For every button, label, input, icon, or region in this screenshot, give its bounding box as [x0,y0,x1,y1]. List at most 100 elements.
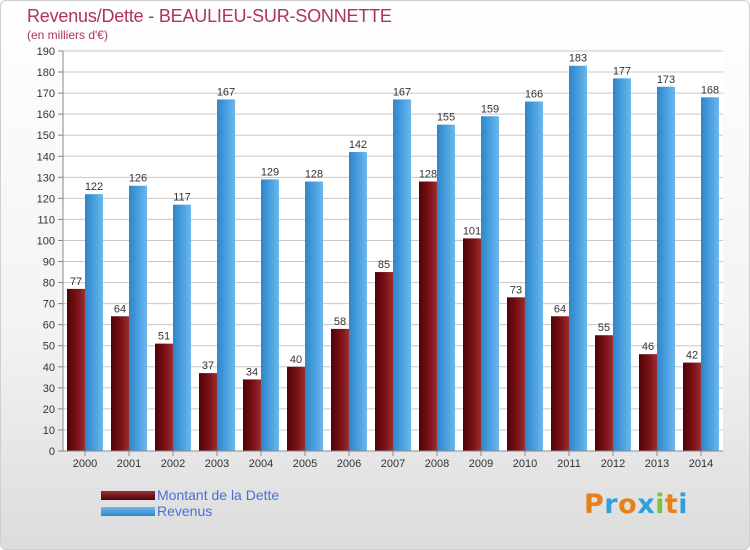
bar-debt-2002 [155,343,173,451]
y-tick-label: 90 [43,257,55,269]
x-tick-label: 2006 [337,458,361,470]
logo-letter: i [655,489,665,520]
value-label-revenue-2005: 128 [305,169,323,181]
bar-revenue-2000 [85,194,103,451]
chart-title: Revenus/Dette - BEAULIEU-SUR-SONNETTE [27,6,392,26]
x-tick-label: 2008 [425,458,449,470]
value-label-debt-2008: 128 [419,169,437,181]
y-tick-label: 0 [49,446,55,458]
value-label-revenue-2000: 122 [85,181,103,193]
value-label-revenue-2009: 159 [481,103,499,115]
value-label-debt-2005: 40 [290,354,302,366]
proxiti-logo: Proxiti [584,489,688,520]
bar-revenue-2007 [393,99,411,451]
bar-revenue-2006 [349,152,367,452]
x-tick-label: 2001 [117,458,141,470]
y-tick-label: 60 [43,320,55,332]
value-label-debt-2011: 64 [554,303,566,315]
bar-revenue-2011 [569,65,587,451]
logo-letter: o [618,489,638,520]
y-tick-label: 150 [37,130,55,142]
legend-item-revenue: Revenus [101,503,279,519]
legend-label-revenue: Revenus [157,503,213,519]
y-tick-label: 80 [43,278,55,290]
bar-revenue-2002 [173,204,191,451]
bar-debt-2008 [419,181,437,452]
x-tick-label: 2002 [161,458,185,470]
value-label-revenue-2008: 155 [437,112,455,124]
legend-swatch-debt [101,490,155,500]
legend-label-debt: Montant de la Dette [157,487,280,503]
y-tick-label: 100 [37,235,55,247]
x-tick-label: 2014 [689,458,713,470]
legend: Montant de la Dette Revenus [101,487,279,519]
bar-debt-2004 [243,379,261,451]
bar-debt-2005 [287,366,305,451]
y-tick-label: 110 [37,214,55,226]
bar-debt-2000 [67,288,85,451]
chart-subtitle: (en milliers d'€) [27,28,108,42]
bar-debt-2012 [595,335,613,451]
value-label-revenue-2014: 168 [701,84,719,96]
y-tick-label: 20 [43,404,55,416]
labels: 0 10 20 30 40 50 60 70 80 90 100 110 120 130 140 150 160… [37,46,720,470]
bar-revenue-2009 [481,116,499,452]
y-tick-label: 190 [37,46,55,58]
bar-revenue-2001 [129,185,147,451]
value-label-revenue-2003: 167 [217,86,235,98]
value-label-debt-2000: 77 [70,276,82,288]
bar-debt-2009 [463,238,481,451]
bar-debt-2014 [683,362,701,451]
y-tick-label: 160 [37,109,55,121]
y-tick-label: 10 [43,425,55,437]
value-label-debt-2001: 64 [114,303,126,315]
value-label-debt-2004: 34 [246,366,258,378]
logo-letter: x [637,489,656,520]
value-label-debt-2014: 42 [686,350,698,362]
value-label-debt-2012: 55 [598,322,610,334]
value-label-revenue-2011: 183 [569,53,587,65]
x-tick-label: 2013 [645,458,669,470]
x-tick-label: 2007 [381,458,405,470]
value-label-revenue-2006: 142 [349,139,367,151]
x-tick-label: 2000 [73,458,97,470]
y-tick-label: 70 [43,299,55,311]
bar-revenue-2005 [305,181,323,452]
bar-debt-2007 [375,272,393,451]
x-tick-label: 2012 [601,458,625,470]
value-label-debt-2010: 73 [510,284,522,296]
bars [67,65,719,452]
bar-revenue-2004 [261,179,279,451]
value-label-debt-2009: 101 [463,225,481,237]
x-tick-label: 2004 [249,458,273,470]
x-tick-label: 2010 [513,458,537,470]
y-tick-label: 120 [37,193,55,205]
bar-debt-2001 [111,316,129,451]
x-tick-label: 2011 [557,458,581,470]
value-label-debt-2002: 51 [158,331,170,343]
bar-revenue-2010 [525,101,543,452]
y-tick-label: 140 [37,151,55,163]
x-tick-label: 2005 [293,458,317,470]
y-tick-label: 30 [43,383,55,395]
y-tick-label: 170 [37,88,55,100]
legend-swatch-revenue [101,506,155,516]
value-label-revenue-2001: 126 [129,173,147,185]
value-label-revenue-2002: 117 [173,192,191,204]
bar-debt-2011 [551,316,569,451]
logo-letter: t [664,489,679,520]
value-label-debt-2007: 85 [378,259,390,271]
x-tick-label: 2009 [469,458,493,470]
value-label-revenue-2012: 177 [613,65,631,77]
bar-revenue-2003 [217,99,235,451]
value-label-debt-2013: 46 [642,341,654,353]
value-label-revenue-2010: 166 [525,89,543,101]
logo-letter: P [584,489,605,520]
bar-debt-2013 [639,354,657,451]
y-tick-label: 180 [37,67,55,79]
x-tick-label: 2003 [205,458,229,470]
value-label-debt-2003: 37 [202,360,214,372]
bar-debt-2006 [331,328,349,451]
y-tick-label: 40 [43,362,55,374]
bar-debt-2003 [199,373,217,451]
